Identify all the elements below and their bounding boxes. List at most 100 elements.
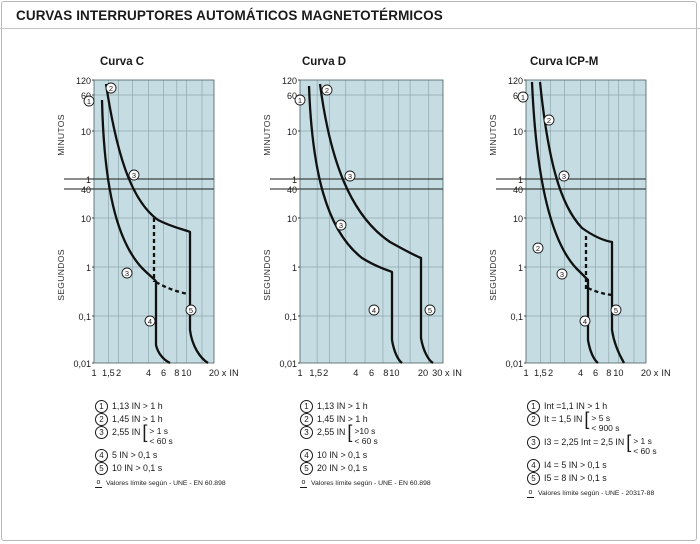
legend-item: 5 20 IN > 0,1 s [300,462,431,475]
curve-marker [321,84,333,96]
curve-upper [318,83,434,364]
legend-item: 2 It = 1,5 IN[> 5 s < 900 s [527,409,657,436]
x-tick-label: x [445,368,450,378]
y-tick-label: 1 [292,175,297,185]
x-tick-label: x [222,368,227,378]
legend-number: 5 [300,462,313,475]
curve-marker [121,267,133,279]
y-tick-label: 1 [292,263,297,273]
y-axis-label-minutes: MINUTOS [488,114,498,156]
legend-2: 1 1,13 IN > 1 h 2 1,45 IN > 1 h 3 2,55 IN[>10… [300,400,431,490]
curve-lower [530,81,599,364]
x-tick-label: 2 [116,368,121,378]
legend-text: 10 IN > 0,1 s [317,450,368,460]
brace-value: > 1 s [149,426,169,436]
y-tick-label: 10 [287,127,297,137]
curve-marker-label: 5 [614,306,618,315]
x-tick-label: 6 [161,368,166,378]
plot-border [525,79,647,364]
legend-text: 2,55 IN [317,427,346,437]
curve-lower [307,85,403,364]
curve-marker-label: 1 [298,96,302,105]
y-tick-label: 120 [76,76,91,86]
legend-text: I4 = 5 IN > 0,1 s [544,460,607,470]
x-tick-label: 4 [146,368,151,378]
curve-marker-label: 5 [428,306,432,315]
legend-item: 5 I5 = 8 IN > 0,1 s [527,472,657,485]
legend-text: 5 IN > 0,1 s [112,450,158,460]
legend-item: 1 Int =1,1 IN > 1 h [527,400,657,413]
curve-dashed-tail [587,286,613,297]
x-tick-label: IN [661,368,670,378]
x-tick-label: 8 [174,368,179,378]
y-axis-label-seconds: SEGUNDOS [56,249,66,301]
x-tick-label: 1,5 [309,368,322,378]
legend-text: 10 IN > 0,1 s [112,463,163,473]
brace-value: > 1 s [633,436,652,446]
plot-border [93,79,215,364]
legend-note-text: Valores límite según - UNE - EN 60.898 [106,480,226,487]
y-axis-label-minutes: MINUTOS [262,114,272,156]
x-tick-label: 1 [297,368,302,378]
curve-marker [344,170,356,182]
legend-note-text: Valores límite según - UNE - 20317-88 [538,490,655,497]
chart-panel-2: Curva D12060101401010,10,01MINUTOSSEGUND… [262,56,462,378]
legend-number: 1 [95,400,108,413]
brace: [ [626,432,632,452]
legend-item: 4 10 IN > 0,1 s [300,449,431,462]
y-tick-label: 0,01 [279,359,297,369]
legend-text: It = 1,5 IN [544,414,583,424]
x-tick-label: 1 [523,368,528,378]
curve-marker [543,114,555,126]
legend-item: 4 5 IN > 0,1 s [95,449,226,462]
curve-marker-label: 3 [560,270,564,279]
legend-number: 3 [95,426,108,439]
curve-lower [100,99,171,365]
legend-number: 3 [527,436,540,449]
legend-note-text: Valores límite según - UNE - EN 60.898 [311,480,431,487]
brace-values: > 5 s < 900 s [591,413,619,433]
curve-marker-label: 2 [547,116,551,125]
curve-marker-label: 2 [325,86,329,95]
y-tick-label: 0,1 [510,312,523,322]
curve-marker [128,169,140,181]
brace-value: < 60 s [149,436,173,446]
y-tick-label: 1 [86,263,91,273]
x-tick-label: 2 [548,368,553,378]
y-tick-label: 0,01 [505,359,523,369]
curve-marker [368,304,380,316]
curve-marker [144,315,156,327]
legend-text: 1,45 IN > 1 h [112,414,163,424]
curve-marker [335,219,347,231]
brace-value: < 60 s [354,436,378,446]
x-tick-label: 6 [369,368,374,378]
legend-number: 5 [527,472,540,485]
legend-item: 3 I3 = 2,25 Int = 2,5 IN[> 1 s < 60 s [527,432,657,459]
legend-text: I5 = 8 IN > 0,1 s [544,473,607,483]
brace-value: > 5 s [591,413,611,423]
brace-value: >10 s [354,426,376,436]
chart-panel-3: Curva ICP-M12060101401010,10,01MINUTOSSE… [488,56,671,378]
limit-symbol-icon: o [527,489,534,498]
y-tick-label: 1 [518,175,523,185]
legend-item: 4 I4 = 5 IN > 0,1 s [527,459,657,472]
x-tick-label: 4 [353,368,358,378]
plot-border [299,79,444,364]
x-tick-label: 8 [383,368,388,378]
brace-value: < 900 s [591,423,620,433]
legend-text: I3 = 2,25 Int = 2,5 IN [544,437,625,447]
title-bar: CURVAS INTERRUPTORES AUTOMÁTICOS MAGNETO… [0,0,700,29]
curve-marker-label: 1 [87,97,91,106]
y-tick-label: 0,1 [78,312,91,322]
legend-item: 3 2,55 IN[> 1 s < 60 s [95,422,226,449]
curve-marker-label: 2 [536,244,540,253]
curve-marker [556,268,568,280]
y-tick-label: 10 [287,214,297,224]
legend-note: o Valores límite según - UNE - EN 60.898 [95,477,226,490]
legend-item: 1 1,13 IN > 1 h [300,400,431,413]
brace-value: < 60 s [633,446,657,456]
x-tick-label: 4 [578,368,583,378]
legend-number: 5 [95,462,108,475]
legend-item: 2 1,45 IN > 1 h [95,413,226,426]
